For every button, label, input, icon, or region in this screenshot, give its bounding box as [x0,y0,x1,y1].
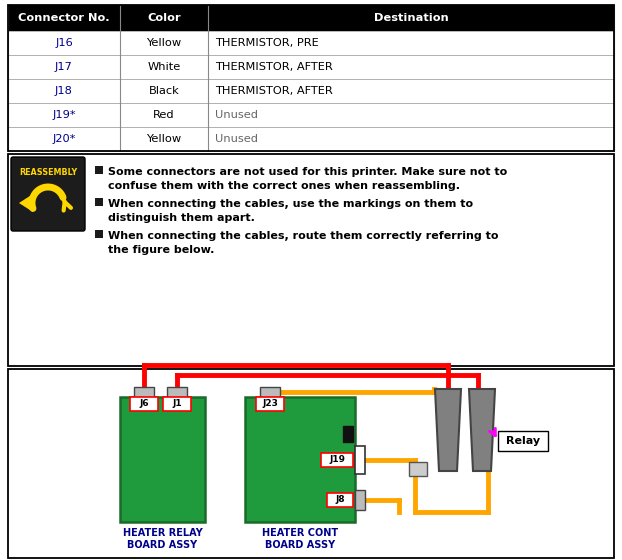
Bar [327,492,353,506]
Bar [8,103,614,127]
Bar [256,397,284,411]
Text: When connecting the cables, route them correctly referring to: When connecting the cables, route them c… [108,231,498,241]
Bar [95,166,103,174]
Text: Yellow: Yellow [146,134,182,144]
Text: Yellow: Yellow [146,38,182,48]
Text: Connector No.: Connector No. [18,13,110,23]
Text: J18: J18 [55,86,73,96]
Text: J6: J6 [139,399,149,408]
Text: J23: J23 [262,399,278,408]
Polygon shape [435,389,461,471]
Text: J20*: J20* [52,134,76,144]
Text: distinguish them apart.: distinguish them apart. [108,213,255,223]
Bar [8,79,614,103]
Text: the figure below.: the figure below. [108,245,215,255]
Bar [498,431,548,451]
Bar [134,387,154,397]
Text: When connecting the cables, use the markings on them to: When connecting the cables, use the mark… [108,199,473,209]
Bar [120,397,205,522]
Text: Destination: Destination [374,13,448,23]
Text: Some connectors are not used for this printer. Make sure not to: Some connectors are not used for this pr… [108,167,508,177]
Text: Unused: Unused [215,134,258,144]
Bar [8,5,614,31]
Text: confuse them with the correct ones when reassembling.: confuse them with the correct ones when … [108,181,460,191]
Bar [245,397,355,522]
Bar [343,426,353,441]
Bar [8,127,614,151]
Bar [260,387,280,397]
Text: Color: Color [147,13,181,23]
Bar [321,452,353,466]
Text: REASSEMBLY: REASSEMBLY [19,168,77,177]
Text: J16: J16 [55,38,73,48]
Bar [95,198,103,206]
Text: THERMISTOR, PRE: THERMISTOR, PRE [215,38,318,48]
Bar [130,397,158,411]
Text: Unused: Unused [215,110,258,120]
Polygon shape [19,194,33,212]
Text: Red: Red [153,110,175,120]
Text: THERMISTOR, AFTER: THERMISTOR, AFTER [215,62,333,72]
Text: HEATER RELAY
BOARD ASSY: HEATER RELAY BOARD ASSY [123,528,202,549]
Bar [8,154,614,366]
Bar [355,446,365,474]
Bar [409,461,427,475]
Text: HEATER CONT
BOARD ASSY: HEATER CONT BOARD ASSY [262,528,338,549]
Text: J1: J1 [172,399,182,408]
Bar [8,31,614,55]
Bar [163,397,191,411]
Bar [8,5,614,151]
Text: J19*: J19* [52,110,76,120]
FancyBboxPatch shape [11,157,85,231]
Bar [95,230,103,238]
Text: White: White [147,62,180,72]
Text: THERMISTOR, AFTER: THERMISTOR, AFTER [215,86,333,96]
Text: Relay: Relay [506,436,540,446]
Text: J17: J17 [55,62,73,72]
Text: Black: Black [149,86,179,96]
Bar [167,387,187,397]
Polygon shape [469,389,495,471]
Bar [355,489,365,510]
Text: J8: J8 [335,495,345,504]
Text: J19: J19 [329,455,345,464]
Bar [8,369,614,558]
Bar [8,55,614,79]
